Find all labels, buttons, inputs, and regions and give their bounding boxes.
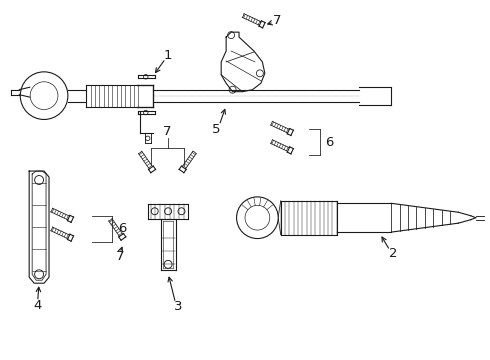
Text: 6: 6	[118, 222, 126, 235]
Text: 7: 7	[116, 251, 124, 264]
Text: 4: 4	[33, 298, 42, 311]
Text: 5: 5	[212, 123, 220, 136]
Text: 7: 7	[273, 14, 281, 27]
Text: 7: 7	[163, 125, 172, 138]
Text: 2: 2	[389, 247, 397, 260]
Text: 1: 1	[164, 49, 172, 63]
Text: 3: 3	[174, 300, 182, 313]
Text: 6: 6	[325, 136, 334, 149]
